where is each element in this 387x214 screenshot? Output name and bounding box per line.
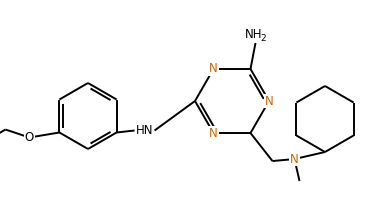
Text: 2: 2 [261,34,266,43]
Text: N: N [290,153,299,166]
Text: O: O [25,131,34,144]
Text: N: N [209,126,218,140]
Text: N: N [265,95,273,107]
Text: N: N [209,62,218,76]
Text: HN: HN [136,124,153,137]
Text: NH: NH [245,28,262,42]
